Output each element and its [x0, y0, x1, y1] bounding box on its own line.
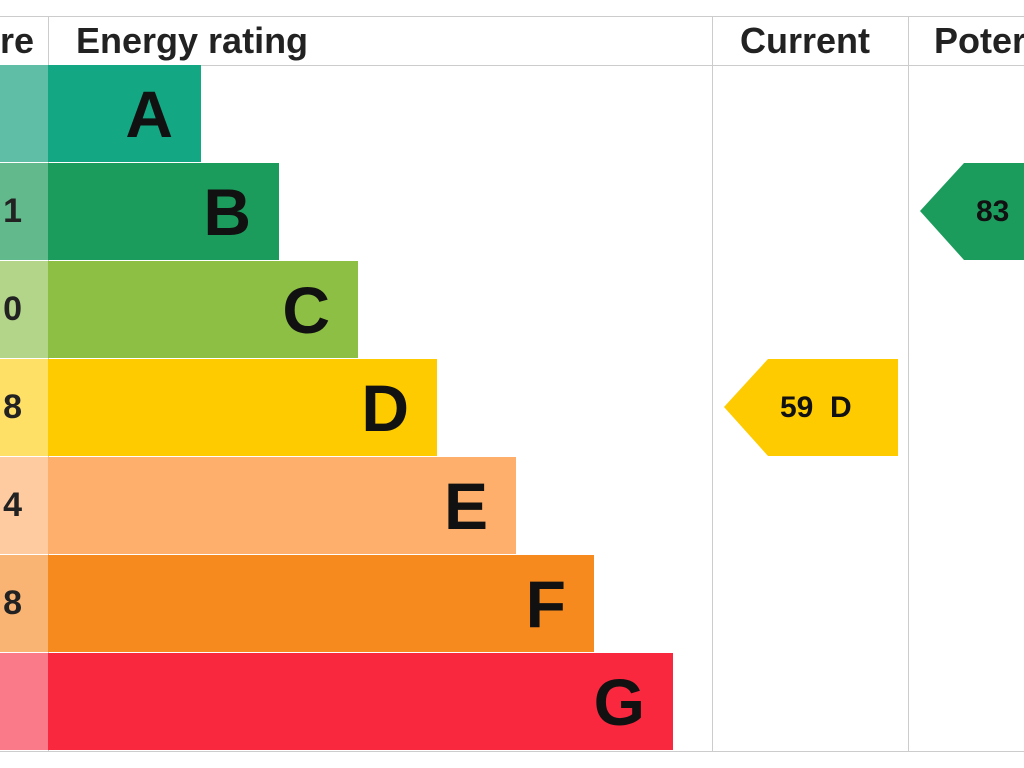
border	[0, 16, 1024, 17]
score-cell: 1	[0, 163, 48, 260]
rating-bar: E	[48, 457, 516, 554]
score-cell	[0, 65, 48, 162]
score-cell: 0	[0, 261, 48, 358]
score-cell	[0, 653, 48, 750]
potential-arrow	[920, 163, 1024, 260]
rating-bar: F	[48, 555, 594, 652]
score-cell: 8	[0, 359, 48, 456]
current-label: 59 D	[780, 391, 852, 424]
rating-bar: B	[48, 163, 279, 260]
rating-bar: D	[48, 359, 437, 456]
divider	[712, 17, 713, 752]
rating-bar: C	[48, 261, 358, 358]
header-current: Current	[740, 20, 871, 61]
rating-bar: A	[48, 65, 201, 162]
current-arrow	[724, 359, 898, 456]
divider	[908, 17, 909, 752]
score-cell: 4	[0, 457, 48, 554]
rating-bar: G	[48, 653, 673, 750]
border	[0, 65, 1024, 66]
border	[0, 751, 1024, 752]
score-cell: 8	[0, 555, 48, 652]
header-score: re	[0, 20, 35, 61]
potential-label: 83	[976, 195, 1009, 228]
header-potential: Poter	[934, 20, 1024, 61]
header-energy-rating: Energy rating	[76, 20, 309, 61]
